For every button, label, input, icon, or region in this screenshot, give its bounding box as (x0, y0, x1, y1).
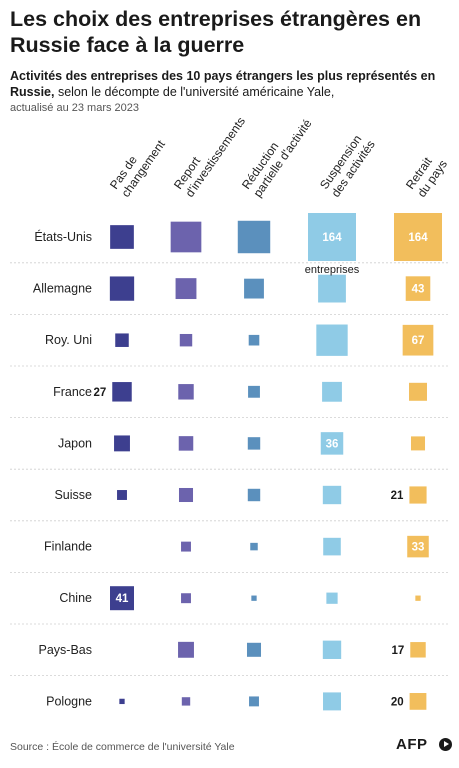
data-label: 27 (93, 387, 106, 399)
value-square (320, 432, 344, 455)
value-square (409, 693, 427, 710)
data-label: 67 (412, 335, 425, 347)
value-square (410, 642, 426, 658)
value-square (110, 586, 134, 611)
value-square (181, 697, 191, 706)
value-square (407, 535, 429, 558)
data-label: 33 (412, 542, 425, 554)
value-square (179, 333, 193, 347)
value-square (119, 698, 125, 705)
country-label: Pays-Bas (39, 643, 93, 657)
data-label: 36 (326, 438, 339, 450)
value-square (409, 486, 427, 504)
data-label: 20 (391, 696, 404, 708)
value-square (402, 324, 434, 356)
subtitle-rest: selon le décompte de l'université améric… (54, 85, 335, 99)
value-square (237, 220, 271, 254)
value-square (110, 225, 134, 249)
country-label: Pologne (46, 694, 92, 708)
updated-date: actualisé au 23 mars 2023 (10, 102, 140, 114)
value-square (114, 435, 130, 452)
data-label-note: entreprises (305, 264, 360, 276)
chart-title: Les choix des entreprises étrangères en … (10, 7, 422, 57)
value-square (322, 640, 342, 659)
value-square (308, 213, 356, 261)
country-label: États-Unis (34, 229, 92, 244)
value-square (394, 213, 442, 261)
value-square (248, 334, 260, 346)
column-header: Réductionpartielle d'activité (239, 108, 315, 199)
value-square (178, 641, 194, 658)
country-label: Allemagne (33, 282, 92, 296)
source-note: Source : École de commerce de l'universi… (10, 741, 235, 753)
data-label: 21 (391, 490, 404, 502)
country-label: Roy. Uni (45, 333, 92, 347)
subtitle-bold: Activités des entreprises des 10 pays ét… (10, 69, 436, 99)
data-label: 164 (322, 232, 342, 244)
country-label: Japon (58, 436, 92, 450)
column-header: Pas dechangement (107, 129, 168, 200)
country-label: Chine (59, 591, 92, 605)
value-square (175, 278, 197, 300)
country-label: Suisse (54, 488, 92, 502)
value-square (117, 490, 127, 500)
value-square (109, 276, 135, 301)
column-header: Retraitdu pays (403, 149, 450, 199)
value-square (115, 333, 129, 347)
value-square (247, 437, 261, 450)
chart-subtitle: Activités des entreprises des 10 pays ét… (10, 68, 450, 100)
value-square (326, 592, 338, 604)
value-square (112, 382, 132, 402)
value-square (322, 485, 342, 505)
value-square (323, 692, 341, 711)
value-square (249, 696, 259, 707)
value-square (181, 593, 191, 604)
value-square (409, 382, 427, 401)
value-square (251, 595, 257, 601)
value-square (178, 487, 194, 503)
value-square (244, 278, 264, 299)
afp-logo-play-icon (439, 738, 452, 751)
value-square (247, 488, 261, 502)
value-square (178, 436, 194, 451)
value-square (181, 541, 191, 552)
value-square (316, 324, 348, 356)
data-label: 17 (391, 645, 404, 657)
value-square (246, 642, 262, 657)
country-label: Finlande (44, 540, 92, 554)
data-label: 41 (116, 593, 129, 605)
column-header: Suspensiondes activités (317, 130, 378, 200)
value-square (178, 384, 194, 400)
value-square (318, 274, 346, 303)
value-square (323, 537, 341, 556)
value-square (250, 542, 258, 551)
data-label: 164 (408, 232, 428, 244)
value-square (322, 381, 342, 402)
data-label: 43 (412, 284, 425, 296)
value-square (248, 385, 260, 398)
value-square (170, 221, 202, 253)
value-square (410, 436, 426, 451)
value-square (405, 276, 431, 301)
afp-logo: AFP (396, 736, 428, 753)
country-label: France (53, 385, 92, 399)
value-square (415, 595, 421, 601)
column-header: Reportd'investissements (171, 106, 248, 199)
